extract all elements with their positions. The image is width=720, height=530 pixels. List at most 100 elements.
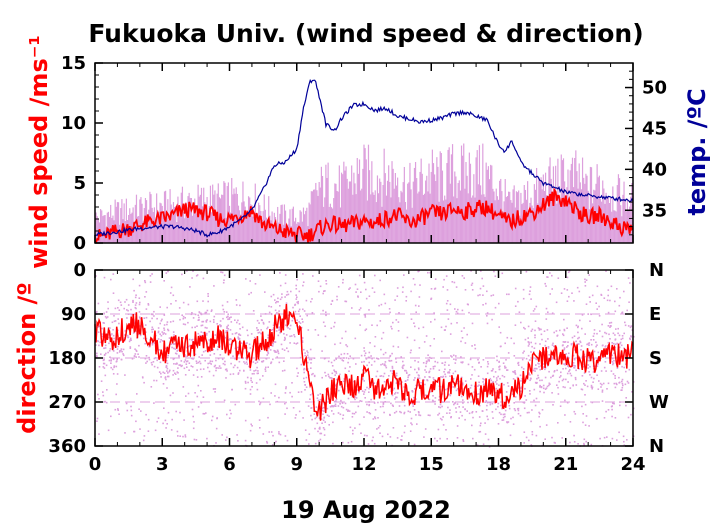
direction-sample-point — [172, 369, 175, 372]
direction-sample-point — [497, 375, 499, 378]
direction-sample-point — [389, 355, 391, 358]
direction-sample-point — [278, 329, 280, 331]
direction-sample-point — [616, 342, 618, 345]
direction-sample-point — [574, 365, 576, 367]
direction-sample-point — [512, 370, 514, 373]
direction-sample-point — [373, 442, 376, 445]
direction-sample-point — [379, 406, 382, 408]
direction-sample-point — [413, 396, 415, 399]
direction-sample-point — [363, 416, 365, 418]
direction-sample-point — [348, 370, 350, 372]
direction-sample-point — [453, 403, 455, 406]
direction-sample-point — [489, 401, 492, 404]
direction-sample-point — [530, 341, 532, 344]
direction-sample-point — [614, 334, 616, 336]
direction-sample-point — [344, 402, 347, 405]
direction-sample-point — [567, 365, 569, 367]
direction-sample-point — [163, 407, 165, 409]
direction-sample-point — [530, 351, 532, 353]
direction-sample-point — [151, 331, 154, 333]
direction-sample-point — [243, 361, 245, 363]
direction-sample-point — [272, 343, 274, 345]
direction-sample-point — [452, 401, 454, 403]
direction-sample-point — [461, 309, 464, 312]
direction-sample-point — [311, 373, 313, 376]
direction-sample-point — [606, 299, 609, 302]
direction-sample-point — [221, 271, 224, 274]
direction-sample-point — [146, 360, 148, 363]
direction-sample-point — [382, 375, 385, 378]
direction-sample-point — [379, 432, 381, 434]
direction-sample-point — [558, 380, 560, 383]
direction-sample-point — [539, 368, 541, 371]
direction-sample-point — [441, 362, 444, 364]
direction-sample-point — [249, 388, 252, 391]
direction-sample-point — [410, 417, 413, 420]
direction-sample-point — [383, 293, 386, 296]
direction-sample-point — [531, 433, 534, 436]
direction-sample-point — [319, 438, 322, 441]
direction-sample-point — [391, 372, 394, 375]
direction-tick-label: 0 — [73, 260, 86, 281]
direction-sample-point — [209, 354, 212, 356]
direction-sample-point — [444, 329, 446, 331]
direction-sample-point — [159, 333, 161, 335]
direction-sample-point — [276, 300, 278, 303]
temperature-line — [94, 78, 634, 238]
direction-sample-point — [563, 347, 566, 349]
direction-sample-point — [338, 389, 340, 392]
direction-sample-point — [257, 372, 259, 375]
direction-sample-point — [494, 275, 497, 277]
direction-sample-point — [541, 379, 543, 382]
direction-sample-point — [165, 365, 168, 367]
direction-sample-point — [395, 410, 398, 413]
direction-sample-point — [281, 293, 283, 295]
direction-sample-point — [151, 342, 153, 344]
direction-sample-point — [419, 414, 422, 417]
direction-sample-point — [500, 404, 502, 407]
direction-sample-point — [239, 369, 241, 372]
direction-sample-point — [558, 376, 561, 379]
direction-sample-point — [439, 417, 442, 420]
direction-sample-point — [508, 404, 511, 407]
direction-sample-point — [439, 406, 442, 409]
direction-sample-point — [215, 442, 217, 444]
direction-sample-point — [441, 350, 443, 353]
direction-sample-point — [366, 386, 368, 389]
direction-sample-point — [456, 388, 459, 390]
direction-sample-point — [516, 376, 519, 379]
direction-sample-point — [145, 413, 147, 416]
direction-sample-point — [234, 403, 237, 406]
direction-sample-point — [427, 354, 429, 356]
direction-sample-point — [309, 394, 312, 396]
direction-sample-point — [539, 386, 541, 388]
direction-sample-point — [105, 364, 108, 367]
direction-sample-point — [285, 334, 288, 336]
direction-sample-point — [460, 356, 462, 358]
direction-sample-point — [627, 382, 630, 384]
direction-sample-point — [409, 411, 411, 413]
direction-sample-point — [612, 362, 615, 365]
direction-sample-point — [223, 279, 225, 281]
direction-sample-point — [270, 329, 272, 331]
direction-sample-point — [560, 292, 563, 294]
direction-sample-point — [256, 372, 259, 375]
direction-sample-point — [523, 431, 526, 433]
direction-sample-point — [395, 319, 398, 321]
direction-sample-point — [528, 343, 530, 345]
direction-sample-point — [556, 384, 558, 386]
direction-sample-point — [258, 331, 261, 334]
direction-sample-point — [614, 300, 616, 303]
direction-sample-point — [527, 354, 530, 357]
direction-mean-line — [94, 303, 634, 421]
direction-tick-label: 270 — [48, 392, 86, 413]
direction-sample-point — [376, 324, 378, 327]
direction-sample-point — [211, 360, 214, 363]
direction-sample-point — [375, 375, 378, 378]
direction-sample-point — [581, 388, 584, 391]
direction-sample-point — [530, 330, 533, 332]
direction-sample-point — [570, 343, 573, 346]
direction-sample-point — [507, 352, 510, 354]
direction-sample-point — [147, 430, 150, 432]
direction-sample-point — [548, 382, 551, 385]
